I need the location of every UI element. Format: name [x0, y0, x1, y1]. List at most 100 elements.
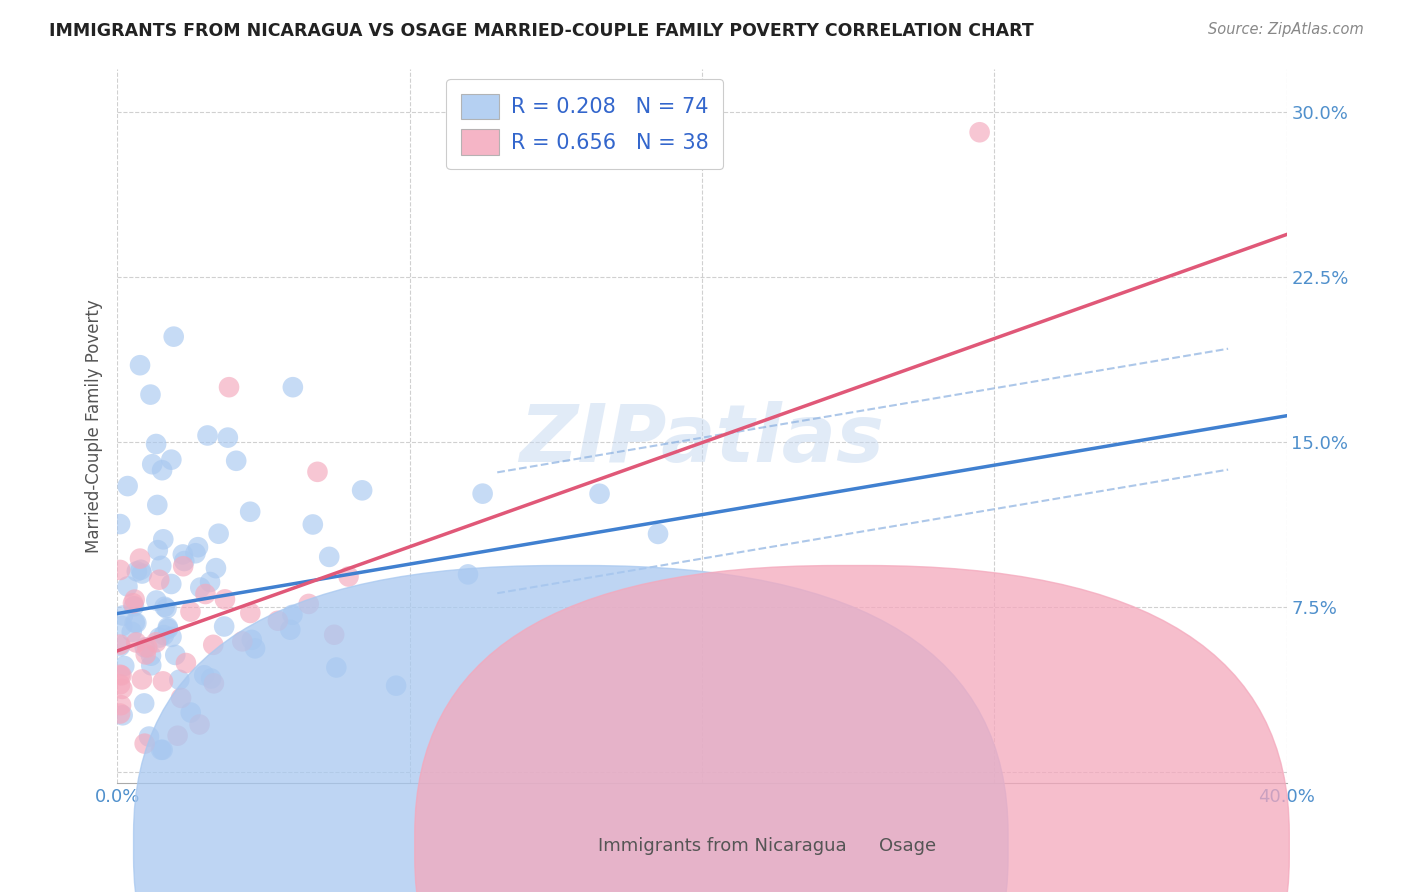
- Point: [129, 358, 152, 372]
- Point: [112, 659, 135, 673]
- Point: [298, 597, 321, 611]
- Point: [169, 673, 191, 687]
- Y-axis label: Married-Couple Family Poverty: Married-Couple Family Poverty: [86, 299, 103, 552]
- Point: [108, 706, 131, 721]
- Point: [108, 563, 131, 577]
- Point: [218, 380, 240, 394]
- Point: [148, 631, 170, 645]
- Point: [111, 681, 134, 696]
- Point: [152, 533, 174, 547]
- Point: [318, 549, 340, 564]
- Point: [153, 599, 176, 614]
- Point: [267, 614, 290, 628]
- Point: [108, 517, 131, 532]
- Point: [150, 743, 173, 757]
- Point: [193, 668, 215, 682]
- Point: [179, 605, 201, 619]
- Point: [969, 125, 991, 139]
- Point: [172, 548, 194, 562]
- Point: [172, 559, 194, 574]
- Point: [202, 676, 225, 690]
- Point: [110, 698, 132, 713]
- Point: [122, 596, 145, 610]
- Point: [301, 517, 323, 532]
- Point: [150, 558, 173, 573]
- Point: [134, 737, 156, 751]
- Point: [457, 567, 479, 582]
- Point: [156, 622, 179, 636]
- Point: [131, 566, 153, 581]
- Point: [117, 479, 139, 493]
- Point: [135, 648, 157, 662]
- Point: [110, 668, 132, 682]
- Point: [160, 577, 183, 591]
- Point: [217, 431, 239, 445]
- Point: [200, 672, 222, 686]
- Point: [323, 628, 346, 642]
- Point: [108, 638, 131, 652]
- Point: [139, 648, 162, 663]
- Point: [385, 679, 408, 693]
- Point: [108, 639, 131, 653]
- Point: [180, 706, 202, 720]
- Point: [146, 543, 169, 558]
- Legend: R = 0.208   N = 74, R = 0.656   N = 38: R = 0.208 N = 74, R = 0.656 N = 38: [447, 78, 724, 169]
- Point: [129, 551, 152, 566]
- Text: Immigrants from Nicaragua: Immigrants from Nicaragua: [598, 837, 846, 855]
- Point: [152, 674, 174, 689]
- Point: [145, 437, 167, 451]
- Point: [239, 606, 262, 620]
- Point: [111, 608, 134, 623]
- Point: [588, 487, 610, 501]
- Point: [212, 619, 235, 633]
- Point: [145, 635, 167, 649]
- Text: Osage: Osage: [879, 837, 936, 855]
- Point: [125, 615, 148, 630]
- Point: [197, 428, 219, 442]
- Point: [281, 380, 304, 394]
- Point: [198, 574, 221, 589]
- Point: [129, 563, 152, 577]
- Point: [231, 634, 253, 648]
- Point: [155, 601, 177, 615]
- Text: ZIPatlas: ZIPatlas: [519, 401, 884, 479]
- Point: [471, 486, 494, 500]
- Point: [148, 573, 170, 587]
- Point: [160, 452, 183, 467]
- Point: [124, 592, 146, 607]
- Point: [352, 483, 374, 498]
- Point: [117, 579, 139, 593]
- Point: [124, 615, 146, 630]
- Point: [184, 546, 207, 560]
- Point: [278, 623, 301, 637]
- Point: [188, 717, 211, 731]
- Point: [152, 743, 174, 757]
- Point: [188, 581, 211, 595]
- Point: [146, 498, 169, 512]
- Point: [174, 656, 197, 670]
- Point: [163, 329, 186, 343]
- Point: [111, 708, 134, 723]
- Point: [325, 660, 347, 674]
- Point: [202, 638, 225, 652]
- Point: [136, 640, 159, 655]
- Point: [139, 387, 162, 401]
- Point: [125, 564, 148, 578]
- Text: Source: ZipAtlas.com: Source: ZipAtlas.com: [1208, 22, 1364, 37]
- Point: [214, 592, 236, 607]
- Point: [156, 620, 179, 634]
- Point: [108, 677, 131, 691]
- Point: [108, 667, 131, 681]
- Point: [141, 457, 163, 471]
- Point: [281, 607, 304, 622]
- Point: [160, 630, 183, 644]
- Point: [165, 648, 187, 662]
- Point: [121, 624, 143, 639]
- Point: [131, 673, 153, 687]
- Point: [225, 454, 247, 468]
- Point: [207, 526, 229, 541]
- Point: [307, 465, 329, 479]
- Point: [134, 640, 156, 655]
- Point: [240, 632, 263, 647]
- Point: [134, 697, 156, 711]
